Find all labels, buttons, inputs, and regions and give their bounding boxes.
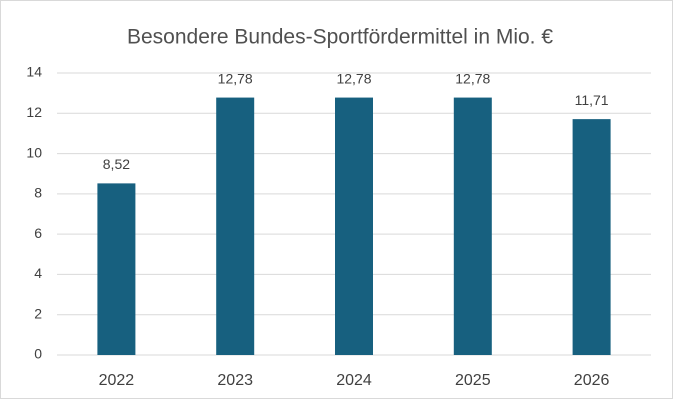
y-tick-label: 2 xyxy=(34,305,42,321)
chart-title: Besondere Bundes-Sportfördermittel in Mi… xyxy=(127,26,553,49)
x-tick-label: 2022 xyxy=(99,372,135,389)
bar xyxy=(97,183,136,355)
data-label: 12,78 xyxy=(455,70,490,86)
data-label: 12,78 xyxy=(336,70,371,86)
x-tick-label: 2025 xyxy=(455,372,491,389)
bar xyxy=(335,97,373,356)
y-tick-label: 0 xyxy=(34,346,42,362)
x-tick-label: 2023 xyxy=(217,372,253,389)
x-tick-label: 2026 xyxy=(574,372,610,389)
y-tick-label: 6 xyxy=(34,225,42,241)
bar xyxy=(572,119,611,356)
y-tick-label: 4 xyxy=(34,265,42,281)
data-label: 12,78 xyxy=(218,70,253,86)
data-label: 11,71 xyxy=(575,92,609,108)
y-tick-label: 14 xyxy=(26,64,42,80)
bar xyxy=(216,97,255,356)
x-tick-label: 2024 xyxy=(336,372,372,389)
data-label: 8,52 xyxy=(103,156,130,172)
y-tick-label: 12 xyxy=(26,104,42,120)
y-tick-label: 10 xyxy=(26,144,42,160)
bar xyxy=(453,97,492,356)
y-tick-label: 8 xyxy=(34,185,42,201)
